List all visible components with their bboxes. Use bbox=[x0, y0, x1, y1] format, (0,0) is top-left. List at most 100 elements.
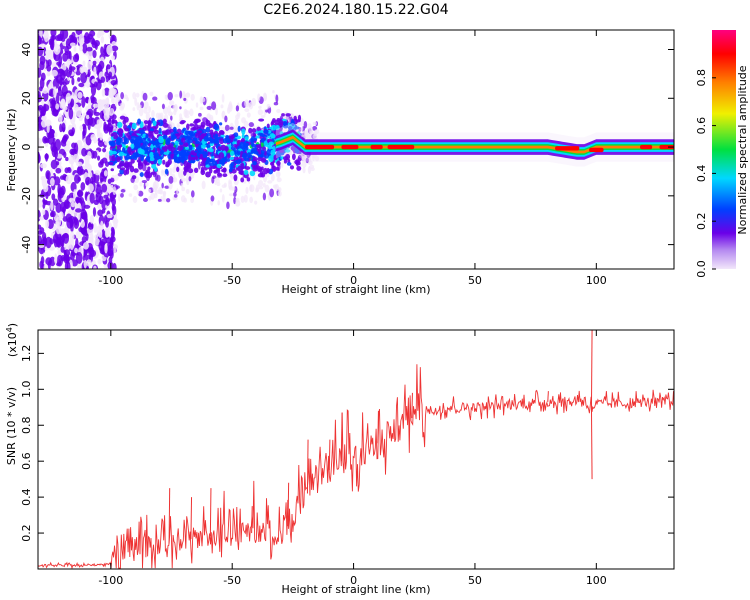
noise-cell bbox=[39, 260, 44, 269]
noise-cell bbox=[62, 135, 68, 142]
noise-cell bbox=[221, 194, 225, 203]
noise-cell bbox=[99, 159, 104, 166]
spectral-cell bbox=[201, 151, 208, 158]
spectral-cell bbox=[273, 154, 278, 161]
spectral-cell bbox=[230, 161, 235, 167]
noise-cell bbox=[277, 171, 281, 177]
noise-cell bbox=[258, 105, 262, 109]
noise-cell bbox=[89, 192, 95, 204]
noise-cell bbox=[166, 198, 171, 203]
noise-cell bbox=[100, 46, 104, 55]
colorbar-tick-label: 0.2 bbox=[695, 212, 708, 230]
spectral-cell bbox=[163, 151, 170, 155]
noise-cell bbox=[200, 97, 206, 103]
spectral-cell bbox=[205, 126, 211, 133]
noise-cell bbox=[107, 178, 112, 185]
noise-cell bbox=[104, 243, 108, 254]
x-tick-label: -50 bbox=[223, 574, 241, 587]
noise-cell bbox=[98, 195, 104, 205]
noise-cell bbox=[79, 66, 85, 74]
noise-cell bbox=[100, 76, 106, 83]
noise-cell bbox=[43, 30, 50, 43]
noise-cell bbox=[80, 220, 85, 228]
spectral-cell bbox=[137, 118, 142, 125]
noise-cell bbox=[120, 192, 124, 198]
spectral-cell bbox=[108, 149, 113, 156]
noise-cell bbox=[93, 265, 97, 269]
noise-cell bbox=[103, 121, 107, 132]
noise-cell bbox=[173, 109, 177, 116]
noise-cell bbox=[98, 229, 103, 238]
spectral-cell bbox=[285, 113, 291, 117]
spectrogram-panel: -100 -50 0 50 100 -40 -20 0 20 40 Height of stra… bbox=[5, 29, 749, 296]
noise-cell bbox=[110, 108, 114, 115]
spectral-cell bbox=[255, 162, 259, 169]
spectral-cell bbox=[218, 138, 225, 145]
spectral-cell bbox=[194, 155, 199, 161]
noise-cell bbox=[60, 185, 66, 196]
spectral-cell bbox=[132, 152, 138, 158]
spectral-cell bbox=[144, 162, 150, 166]
noise-cell bbox=[246, 112, 251, 118]
x-tick-label: 50 bbox=[468, 574, 482, 587]
noise-cell bbox=[110, 79, 117, 86]
noise-cell bbox=[219, 188, 223, 193]
noise-cell bbox=[147, 188, 152, 193]
noise-cell bbox=[178, 172, 184, 179]
noise-cell bbox=[106, 44, 113, 56]
noise-cell bbox=[99, 171, 104, 182]
noise-cell bbox=[45, 236, 52, 249]
spectral-cell bbox=[275, 124, 280, 131]
noise-cell bbox=[84, 157, 90, 167]
spectral-cell bbox=[213, 123, 220, 131]
noise-cell bbox=[94, 124, 101, 130]
spectral-cell bbox=[297, 114, 302, 122]
spectral-cell bbox=[236, 150, 241, 156]
spectral-cell bbox=[116, 137, 121, 144]
noise-cell bbox=[105, 97, 110, 104]
snr-y-axis-label: SNR (10 * v/v) bbox=[5, 387, 18, 465]
noise-cell bbox=[56, 61, 62, 66]
spectral-cell bbox=[177, 145, 183, 151]
spectral-cell bbox=[176, 166, 180, 172]
noise-cell bbox=[65, 156, 69, 162]
noise-cell bbox=[55, 216, 62, 228]
noise-cell bbox=[102, 147, 107, 153]
noise-cell bbox=[85, 47, 93, 52]
noise-cell bbox=[132, 91, 137, 100]
noise-cell bbox=[85, 176, 91, 186]
noise-cell bbox=[61, 85, 68, 97]
noise-cell bbox=[110, 97, 116, 104]
noise-cell bbox=[210, 195, 215, 202]
noise-cell bbox=[132, 107, 136, 112]
noise-cell bbox=[221, 93, 225, 103]
spectral-cell bbox=[165, 139, 171, 145]
noise-cell bbox=[260, 114, 266, 118]
noise-cell bbox=[57, 183, 62, 196]
noise-cell bbox=[154, 172, 158, 181]
spectral-cell bbox=[278, 154, 282, 161]
spectral-cell bbox=[145, 169, 151, 175]
noise-cell bbox=[99, 132, 103, 141]
snr-y-multiplier-base: (x10 bbox=[6, 332, 19, 357]
spectral-cell bbox=[141, 129, 145, 134]
noise-cell bbox=[255, 187, 259, 193]
spectral-cell bbox=[294, 126, 300, 130]
noise-cell bbox=[99, 110, 104, 120]
noise-cell bbox=[173, 194, 178, 198]
noise-cell bbox=[41, 114, 47, 122]
noise-cell bbox=[173, 177, 178, 183]
noise-cell bbox=[71, 259, 78, 267]
spectral-cell bbox=[214, 133, 219, 140]
spectral-cell bbox=[235, 159, 242, 165]
snr-spike bbox=[411, 392, 413, 419]
noise-cell bbox=[110, 226, 115, 233]
noise-cell bbox=[67, 167, 72, 173]
spectral-cell bbox=[294, 159, 300, 165]
spectral-cell bbox=[244, 136, 249, 141]
noise-cell bbox=[113, 219, 118, 229]
noise-cell bbox=[277, 190, 282, 197]
spectral-cell bbox=[190, 156, 196, 161]
noise-cell bbox=[174, 94, 179, 98]
